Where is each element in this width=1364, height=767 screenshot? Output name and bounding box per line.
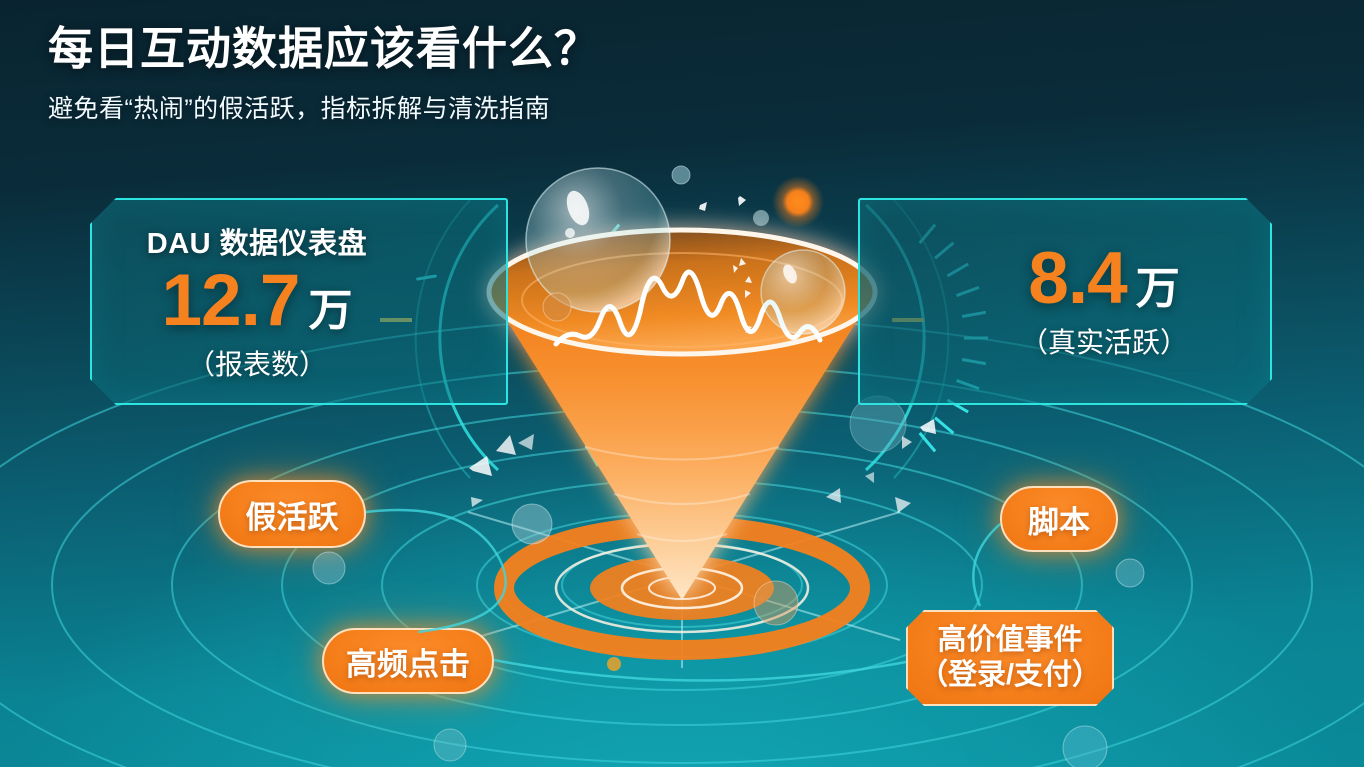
bubble-small-left bbox=[542, 292, 572, 322]
page-subtitle: 避免看“热闹”的假活跃，指标拆解与清洗指南 bbox=[48, 94, 551, 123]
pill-high-freq-click[interactable]: 高频点击 bbox=[322, 628, 494, 694]
header: 每日互动数据应该看什么？ 避免看“热闹”的假活跃，指标拆解与清洗指南 bbox=[48, 22, 600, 125]
radar-base-rings bbox=[494, 516, 870, 660]
pill-script-label: 脚本 bbox=[1028, 504, 1090, 540]
stat-panel-right-value: 8.4 万 bbox=[1028, 242, 1179, 315]
stat-panel-left: DAU 数据仪表盘 12.7 万 （报表数） bbox=[90, 198, 508, 405]
gold-dot bbox=[607, 657, 621, 671]
pill-high-value-event-line2: （登录/支付） bbox=[918, 659, 1102, 691]
pill-high-value-event-line1: 高价值事件 bbox=[937, 623, 1083, 656]
pill-high-freq-click-label: 高频点击 bbox=[346, 646, 470, 682]
pill-script[interactable]: 脚本 bbox=[1000, 486, 1118, 552]
connector-high-freq bbox=[493, 658, 907, 682]
bubble-lower-left bbox=[511, 503, 553, 545]
funnel-cone bbox=[486, 227, 878, 600]
pill-fake-active-label: 假活跃 bbox=[245, 499, 339, 535]
connector-script bbox=[972, 523, 1001, 607]
stat-panel-left-unit: 万 bbox=[308, 286, 353, 335]
pill-high-value-event[interactable]: 高价值事件 （登录/支付） bbox=[906, 610, 1114, 706]
bubble-group-main bbox=[511, 165, 907, 626]
page-title: 每日互动数据应该看什么？ bbox=[48, 23, 601, 74]
bubble-lower-right bbox=[753, 580, 799, 626]
stat-panel-left-caption: （报表数） bbox=[186, 349, 327, 380]
stat-panel-left-number: 12.7 bbox=[161, 260, 300, 341]
orange-glow-dot bbox=[772, 176, 824, 228]
stat-panel-left-value: 12.7 万 bbox=[161, 264, 352, 337]
stat-panel-left-heading: DAU 数据仪表盘 bbox=[146, 228, 368, 260]
connector-fake-active bbox=[365, 508, 507, 634]
bubble-top-small bbox=[671, 165, 691, 185]
stat-panel-right-caption: （真实活跃） bbox=[1019, 327, 1188, 358]
bubble-large bbox=[525, 167, 671, 313]
stat-panel-right: 8.4 万 （真实活跃） bbox=[858, 198, 1272, 405]
bubble-medium bbox=[760, 249, 846, 335]
pill-fake-active[interactable]: 假活跃 bbox=[218, 480, 366, 548]
stat-panel-right-unit: 万 bbox=[1135, 264, 1180, 313]
waveform-line bbox=[553, 269, 823, 347]
stat-panel-right-number: 8.4 bbox=[1028, 238, 1127, 319]
bubble-mid-small bbox=[753, 210, 769, 226]
